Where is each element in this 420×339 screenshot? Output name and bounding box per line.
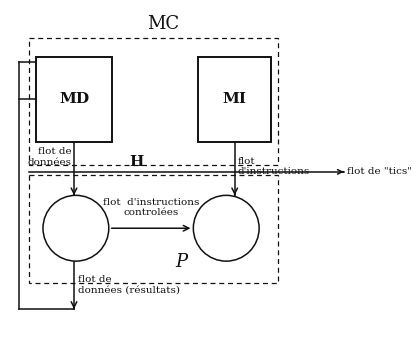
Text: H: H bbox=[130, 155, 144, 169]
Text: UT: UT bbox=[67, 223, 85, 234]
Text: flot
d'instructions: flot d'instructions bbox=[238, 157, 310, 176]
Bar bbox=[198, 57, 271, 142]
Text: MC: MC bbox=[147, 15, 179, 33]
Bar bbox=[37, 57, 112, 142]
Text: P: P bbox=[176, 254, 188, 272]
Text: MD: MD bbox=[59, 93, 89, 106]
Text: flot  d'instructions
controlées: flot d'instructions controlées bbox=[103, 198, 199, 217]
Text: UC: UC bbox=[217, 223, 236, 234]
Bar bbox=[29, 38, 278, 165]
Circle shape bbox=[193, 195, 259, 261]
Bar bbox=[29, 175, 278, 283]
Text: flot de
données (résultats): flot de données (résultats) bbox=[78, 275, 180, 295]
Text: MI: MI bbox=[223, 93, 247, 106]
Text: flot de
données: flot de données bbox=[27, 147, 71, 166]
Circle shape bbox=[43, 195, 109, 261]
Text: flot de "tics": flot de "tics" bbox=[346, 167, 412, 176]
